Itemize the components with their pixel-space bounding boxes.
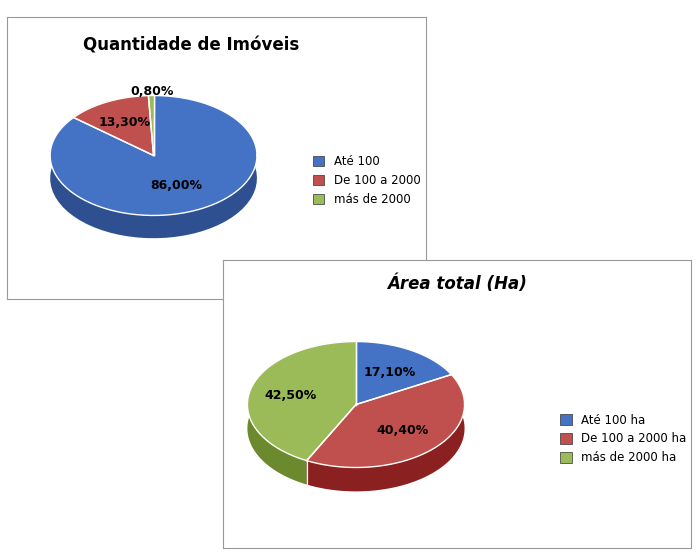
Polygon shape [306, 375, 465, 491]
Polygon shape [149, 95, 154, 156]
Polygon shape [356, 342, 452, 398]
Legend: Até 100 ha, De 100 a 2000 ha, más de 2000 ha: Até 100 ha, De 100 a 2000 ha, más de 200… [556, 410, 690, 468]
Text: 13,30%: 13,30% [98, 116, 151, 129]
Text: 17,10%: 17,10% [363, 366, 415, 378]
Legend: Até 100, De 100 a 2000, más de 2000: Até 100, De 100 a 2000, más de 2000 [309, 152, 424, 209]
Text: 40,40%: 40,40% [376, 424, 429, 438]
Polygon shape [149, 95, 154, 119]
Text: 86,00%: 86,00% [151, 179, 202, 192]
Polygon shape [247, 342, 356, 485]
Polygon shape [247, 342, 356, 460]
Polygon shape [356, 342, 452, 404]
Text: Quantidade de Imóveis: Quantidade de Imóveis [83, 37, 299, 54]
Polygon shape [73, 96, 154, 156]
Text: 0,80%: 0,80% [130, 85, 173, 99]
Polygon shape [306, 375, 465, 468]
Text: Área total (Ha): Área total (Ha) [387, 275, 527, 293]
Polygon shape [50, 95, 257, 216]
Polygon shape [50, 95, 257, 238]
Text: 42,50%: 42,50% [265, 389, 317, 402]
Polygon shape [73, 96, 149, 140]
